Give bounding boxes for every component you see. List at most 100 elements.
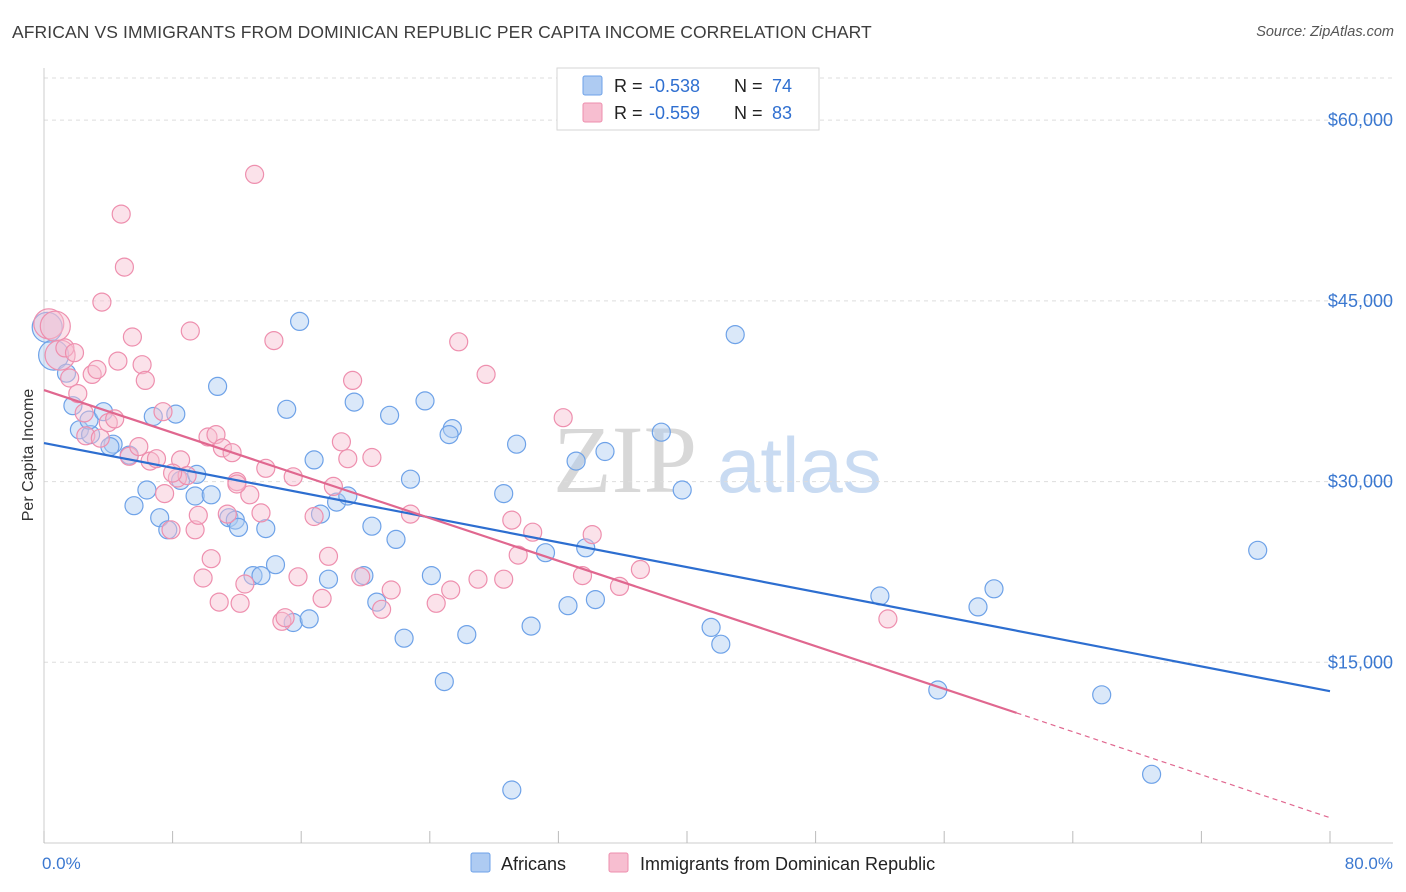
- dominican-point: [494, 569, 514, 589]
- africans-point: [595, 441, 615, 462]
- africans-point: [137, 480, 157, 500]
- watermark-atlas: atlas: [717, 421, 882, 509]
- africans-point: [558, 596, 578, 616]
- dominican-point: [129, 437, 149, 457]
- dominican-point: [502, 510, 522, 530]
- dominican-point: [153, 402, 173, 422]
- dominican-point: [185, 520, 205, 540]
- dominican-point: [338, 449, 358, 469]
- dominican-point: [68, 384, 88, 404]
- africans-point: [415, 391, 435, 411]
- dominican-point: [275, 608, 295, 628]
- africans-point: [442, 419, 462, 439]
- dominican-point: [227, 474, 247, 494]
- dominican-point: [878, 609, 898, 629]
- africans-point: [506, 434, 527, 454]
- africans-point: [304, 450, 324, 470]
- africans-point: [124, 496, 144, 516]
- dominican-point: [55, 338, 75, 358]
- africans-point: [651, 422, 671, 442]
- dominican-point: [476, 364, 496, 384]
- dominican-point: [155, 484, 175, 504]
- dominican-point: [630, 559, 651, 580]
- axes: [43, 68, 1393, 844]
- trend-line-dominican-extrapolated: [1016, 712, 1331, 819]
- dominican-point: [312, 588, 332, 609]
- dominican-point: [201, 549, 221, 569]
- dominican-point: [217, 504, 237, 524]
- dominican-point: [272, 611, 292, 631]
- africans-point: [31, 311, 63, 343]
- africans-point: [265, 555, 286, 575]
- trend-lines: [43, 388, 1331, 819]
- africans-point: [672, 480, 692, 500]
- dominican-point: [362, 447, 382, 468]
- dominican-point: [304, 506, 324, 527]
- dominican-point: [245, 164, 265, 184]
- y-tick-label: $30,000: [1328, 472, 1393, 492]
- dominican-point: [188, 505, 208, 525]
- dominican-point: [351, 567, 371, 587]
- dominican-point: [235, 574, 255, 594]
- africans-point: [566, 451, 586, 471]
- stats-legend: R = -0.538 N = 74 R = -0.559 N = 83: [556, 67, 820, 131]
- legend-r-label-africans: R =: [614, 76, 643, 96]
- dominican-point: [256, 458, 276, 478]
- dominican-point: [76, 426, 96, 446]
- y-tick-labels: $15,000 $30,000 $45,000 $60,000: [1328, 110, 1393, 672]
- dominican-point: [161, 520, 181, 540]
- africans-point: [344, 392, 364, 412]
- dominican-point: [318, 546, 339, 566]
- africans-point: [362, 516, 382, 536]
- africans-point: [494, 484, 514, 504]
- dominican-point: [193, 568, 213, 588]
- legend-r-value-dominican: -0.559: [649, 103, 700, 123]
- dominican-point: [98, 413, 118, 433]
- x-tick-label-max: 80.0%: [1345, 854, 1393, 873]
- y-tick-label: $15,000: [1328, 652, 1393, 672]
- series-legend: Africans Immigrants from Dominican Repub…: [470, 852, 935, 874]
- dominican-point: [87, 359, 107, 380]
- dominican-point: [122, 327, 142, 347]
- dominican-point: [508, 545, 528, 565]
- dominican-point: [111, 204, 131, 224]
- africans-point: [521, 616, 541, 636]
- africans-point: [251, 565, 271, 586]
- africans-point: [421, 565, 441, 586]
- dominican-point: [180, 321, 200, 341]
- africans-point: [318, 569, 339, 589]
- y-tick-label: $60,000: [1328, 110, 1393, 130]
- dominican-point: [441, 580, 461, 600]
- dominican-point: [132, 355, 152, 375]
- africans-point: [984, 579, 1004, 599]
- trend-line-dominican: [43, 388, 1017, 714]
- dominican-point: [331, 432, 351, 452]
- africans-point: [299, 609, 319, 629]
- source-credit: Source: ZipAtlas.com: [1256, 24, 1394, 40]
- dominican-point: [553, 408, 573, 428]
- dominican-point: [264, 331, 284, 351]
- dominican-point: [60, 368, 80, 388]
- dominican-point: [198, 427, 218, 447]
- bottom-legend-swatch-africans: [470, 852, 491, 873]
- dominican-point: [230, 593, 250, 613]
- dominican-point: [426, 593, 446, 613]
- africans-point: [380, 405, 400, 425]
- africans-point: [228, 517, 249, 538]
- dominican-point: [468, 569, 488, 589]
- africans-point: [185, 486, 205, 506]
- africans-point: [502, 780, 522, 800]
- legend-r-label-dominican: R =: [614, 103, 643, 123]
- africans-point: [1092, 685, 1112, 705]
- watermark-zip: ZIP: [553, 406, 697, 513]
- africans-point: [37, 339, 70, 371]
- africans-point: [457, 624, 477, 645]
- africans-point: [434, 671, 454, 692]
- legend-n-value-dominican: 83: [772, 103, 792, 123]
- africans-point: [394, 628, 414, 648]
- bottom-legend-swatch-dominican: [608, 852, 629, 873]
- dominican-point: [90, 428, 110, 448]
- africans-point: [400, 469, 421, 489]
- africans-point: [208, 376, 228, 396]
